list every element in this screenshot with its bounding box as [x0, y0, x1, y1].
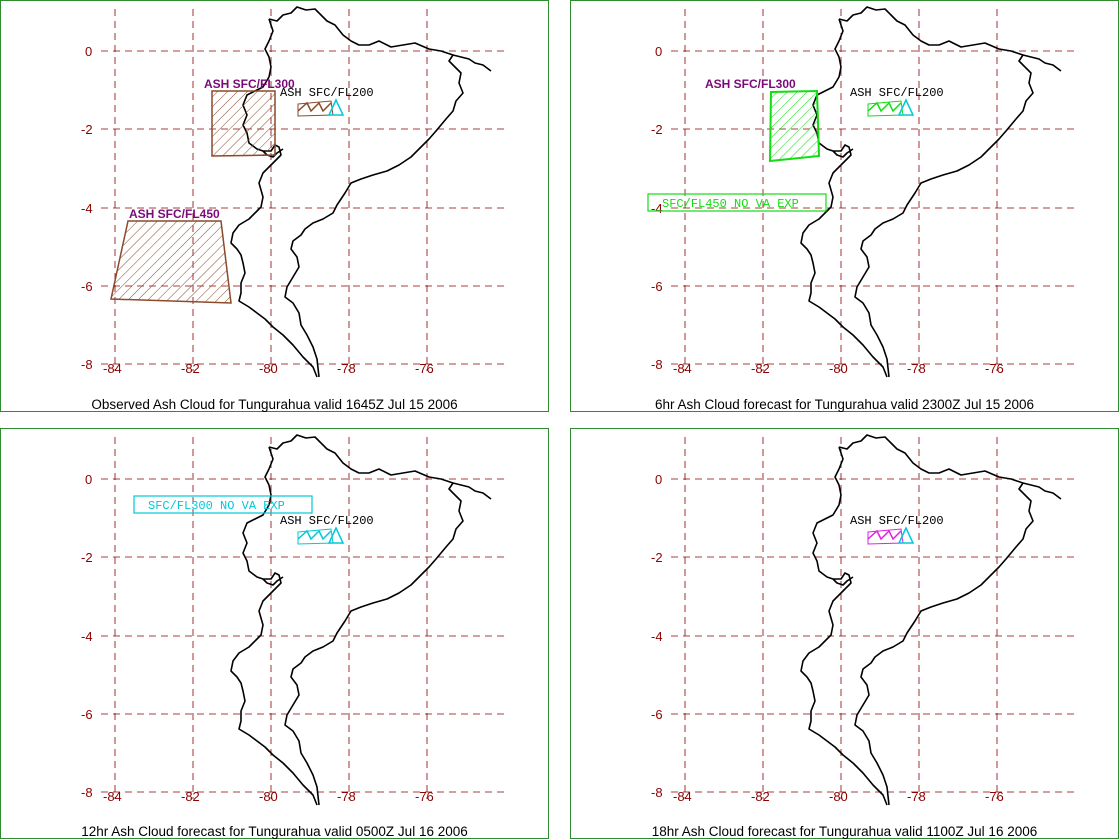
lat-tick-labels: 0 -2 -4 -6 -8 [81, 472, 93, 800]
map-canvas: 0 -2 -4 -6 -8 -84 -82 -80 -78 -76 SFC/FL… [81, 434, 506, 806]
lon-tick-labels: -84 -82 -80 -78 -76 [673, 789, 1004, 804]
panel-caption: Observed Ash Cloud for Tungurahua valid … [91, 397, 458, 412]
map-panel-observed: 0 -2 -4 -6 -8 -84 -82 -80 -78 -76 ASH SF… [0, 0, 549, 412]
lon-tick-label: -82 [751, 789, 770, 804]
lon-tick-label: -84 [673, 361, 692, 376]
map-panel-18hr: 0 -2 -4 -6 -8 -84 -82 -80 -78 -76 ASH SF… [570, 428, 1119, 839]
lat-tick-label: -2 [651, 122, 663, 137]
volcano-icon [327, 98, 345, 116]
no-va-exp-box [133, 495, 313, 514]
lat-tick-label: 0 [655, 472, 662, 487]
lat-tick-labels: 0 -2 -4 -6 -8 [81, 44, 93, 372]
lon-tick-label: -84 [103, 361, 122, 376]
lat-tick-label: -8 [651, 357, 663, 372]
ash-area-fl200 [297, 100, 334, 117]
volcano-icon [897, 98, 915, 116]
ash-area-fl300 [768, 89, 821, 163]
volcano-icon [327, 526, 345, 544]
coastline [230, 434, 492, 806]
lat-tick-label: -6 [81, 279, 93, 294]
coastline [800, 434, 1062, 806]
volcano-marker [297, 529, 332, 541]
label-ash-fl300: ASH SFC/FL300 [705, 77, 796, 91]
lat-tick-label: -6 [81, 707, 93, 722]
label-ash-fl200: ASH SFC/FL200 [280, 86, 374, 100]
lon-tick-label: -78 [337, 789, 356, 804]
lon-tick-labels: -84 -82 -80 -78 -76 [673, 361, 1004, 376]
lat-tick-label: 0 [655, 44, 662, 59]
lon-tick-label: -80 [829, 789, 848, 804]
map-canvas: 0 -2 -4 -6 -8 -84 -82 -80 -78 -76 ASH SF… [647, 6, 1076, 378]
lat-tick-label: -4 [81, 629, 93, 644]
ash-area-fl450 [110, 220, 232, 304]
lon-tick-label: -78 [337, 361, 356, 376]
ash-area-fl300 [211, 90, 276, 157]
label-ash-fl450: ASH SFC/FL450 [129, 207, 220, 221]
coastline [800, 6, 1062, 378]
graticule [101, 437, 506, 799]
lon-tick-label: -80 [259, 361, 278, 376]
lat-tick-label: -4 [651, 201, 663, 216]
map-canvas: 0 -2 -4 -6 -8 -84 -82 -80 -78 -76 ASH SF… [81, 6, 506, 378]
lat-tick-label: -8 [651, 785, 663, 800]
volcano-marker [867, 101, 902, 113]
lon-tick-labels: -84 -82 -80 -78 -76 [103, 789, 434, 804]
lon-tick-label: -82 [751, 361, 770, 376]
label-ash-fl200: ASH SFC/FL200 [850, 86, 944, 100]
lon-tick-label: -78 [907, 361, 926, 376]
lat-tick-labels: 0 -2 -4 -6 -8 [651, 44, 663, 372]
lat-tick-label: -6 [651, 707, 663, 722]
lat-tick-label: -8 [81, 785, 93, 800]
lon-tick-label: -82 [181, 361, 200, 376]
lat-tick-label: -4 [651, 629, 663, 644]
panel-caption: 6hr Ash Cloud forecast for Tungurahua va… [655, 397, 1034, 412]
no-va-exp-box [647, 193, 827, 212]
graticule [671, 437, 1076, 799]
lon-tick-label: -76 [985, 789, 1004, 804]
lon-tick-labels: -84 -82 -80 -78 -76 [103, 361, 434, 376]
lat-tick-label: -2 [651, 550, 663, 565]
lat-tick-label: 0 [85, 472, 92, 487]
volcano-marker [297, 101, 332, 113]
lon-tick-label: -76 [415, 361, 434, 376]
lat-tick-labels: 0 -2 -4 -6 -8 [651, 472, 663, 800]
label-ash-fl200: ASH SFC/FL200 [280, 514, 374, 528]
lon-tick-label: -84 [103, 789, 122, 804]
lat-tick-label: -6 [651, 279, 663, 294]
label-no-va-exp: SFC/FL300 NO VA EXP [148, 499, 285, 513]
lat-tick-label: -4 [81, 201, 93, 216]
coastline [230, 6, 492, 378]
panel-caption: 12hr Ash Cloud forecast for Tungurahua v… [81, 824, 468, 839]
map-panel-6hr: 0 -2 -4 -6 -8 -84 -82 -80 -78 -76 ASH SF… [570, 0, 1119, 412]
ash-area-fl200 [867, 100, 904, 117]
graticule [671, 9, 1076, 371]
panel-caption: 18hr Ash Cloud forecast for Tungurahua v… [651, 824, 1038, 839]
lat-tick-label: 0 [85, 44, 92, 59]
label-ash-fl300: ASH SFC/FL300 [204, 77, 295, 91]
lon-tick-label: -84 [673, 789, 692, 804]
lon-tick-label: -82 [181, 789, 200, 804]
volcano-marker [867, 529, 902, 541]
lon-tick-label: -80 [829, 361, 848, 376]
map-panel-12hr: 0 -2 -4 -6 -8 -84 -82 -80 -78 -76 SFC/FL… [0, 428, 549, 839]
lon-tick-label: -76 [985, 361, 1004, 376]
map-canvas: 0 -2 -4 -6 -8 -84 -82 -80 -78 -76 ASH SF… [651, 434, 1076, 806]
lat-tick-label: -2 [81, 122, 93, 137]
graticule [101, 9, 506, 371]
label-ash-fl200: ASH SFC/FL200 [850, 514, 944, 528]
lat-tick-label: -8 [81, 357, 93, 372]
volcano-icon [897, 526, 915, 544]
label-no-va-exp: SFC/FL450 NO VA EXP [662, 197, 799, 211]
lat-tick-label: -2 [81, 550, 93, 565]
lon-tick-label: -76 [415, 789, 434, 804]
ash-area-fl200 [297, 528, 334, 545]
ash-area-fl200 [867, 528, 904, 545]
lon-tick-label: -80 [259, 789, 278, 804]
lon-tick-label: -78 [907, 789, 926, 804]
